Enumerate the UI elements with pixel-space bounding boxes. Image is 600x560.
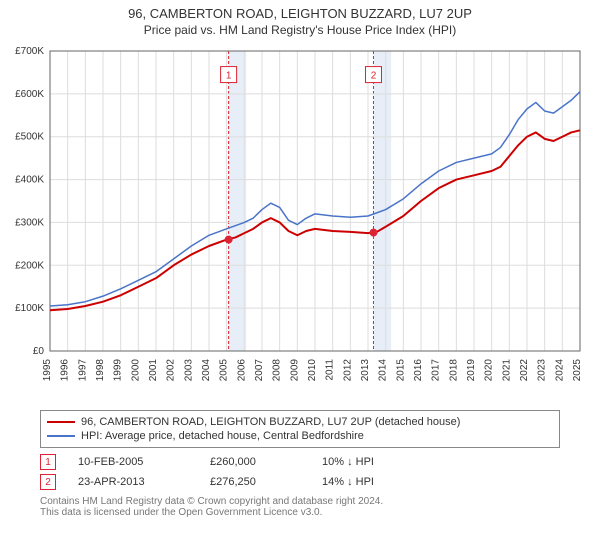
marker-icon: 2 bbox=[40, 474, 56, 490]
svg-text:2011: 2011 bbox=[325, 359, 336, 381]
svg-text:2010: 2010 bbox=[307, 359, 318, 382]
legend-item: 96, CAMBERTON ROAD, LEIGHTON BUZZARD, LU… bbox=[47, 415, 553, 429]
svg-text:2014: 2014 bbox=[378, 359, 389, 382]
page-title: 96, CAMBERTON ROAD, LEIGHTON BUZZARD, LU… bbox=[0, 6, 600, 21]
sale-price: £260,000 bbox=[210, 456, 300, 468]
svg-text:2: 2 bbox=[371, 71, 377, 82]
legend-item: HPI: Average price, detached house, Cent… bbox=[47, 429, 553, 443]
svg-text:2018: 2018 bbox=[448, 359, 459, 382]
page-subtitle: Price paid vs. HM Land Registry's House … bbox=[0, 23, 600, 37]
svg-text:2021: 2021 bbox=[501, 359, 512, 382]
svg-text:£300K: £300K bbox=[15, 217, 44, 228]
price-chart: £0 £100K £200K £300K £400K £500K £600K £700K 199… bbox=[0, 41, 600, 401]
svg-text:£500K: £500K bbox=[15, 132, 44, 143]
table-row: 1 10-FEB-2005 £260,000 10% ↓ HPI bbox=[40, 452, 560, 472]
svg-text:2017: 2017 bbox=[431, 359, 442, 382]
svg-text:£700K: £700K bbox=[15, 46, 44, 57]
chart-container: £0 £100K £200K £300K £400K £500K £600K £700K 199… bbox=[0, 41, 600, 404]
svg-text:£600K: £600K bbox=[15, 89, 44, 100]
svg-text:1998: 1998 bbox=[95, 359, 106, 382]
svg-text:2000: 2000 bbox=[130, 359, 141, 382]
footer-line: This data is licensed under the Open Gov… bbox=[40, 507, 560, 518]
legend: 96, CAMBERTON ROAD, LEIGHTON BUZZARD, LU… bbox=[40, 410, 560, 448]
svg-text:2001: 2001 bbox=[148, 359, 159, 382]
svg-text:£400K: £400K bbox=[15, 175, 44, 186]
svg-text:£0: £0 bbox=[33, 346, 45, 357]
svg-text:2008: 2008 bbox=[272, 359, 283, 382]
svg-text:2023: 2023 bbox=[537, 359, 548, 382]
svg-text:2007: 2007 bbox=[254, 359, 265, 382]
sale-delta: 10% ↓ HPI bbox=[322, 456, 374, 468]
svg-text:2006: 2006 bbox=[236, 359, 247, 382]
legend-swatch bbox=[47, 421, 75, 423]
svg-text:£100K: £100K bbox=[15, 303, 44, 314]
sale-date: 23-APR-2013 bbox=[78, 476, 188, 488]
svg-text:1997: 1997 bbox=[77, 359, 88, 382]
footer-line: Contains HM Land Registry data © Crown c… bbox=[40, 496, 560, 507]
footer: Contains HM Land Registry data © Crown c… bbox=[40, 496, 560, 518]
sale-date: 10-FEB-2005 bbox=[78, 456, 188, 468]
svg-text:2024: 2024 bbox=[554, 359, 565, 382]
marker-icon: 1 bbox=[40, 454, 56, 470]
svg-text:1999: 1999 bbox=[113, 359, 124, 382]
svg-text:2022: 2022 bbox=[519, 359, 530, 382]
svg-text:2009: 2009 bbox=[289, 359, 300, 382]
svg-text:£200K: £200K bbox=[15, 260, 44, 271]
svg-text:2025: 2025 bbox=[572, 359, 583, 382]
svg-text:1: 1 bbox=[226, 71, 232, 82]
svg-text:2012: 2012 bbox=[342, 359, 353, 382]
svg-text:2019: 2019 bbox=[466, 359, 477, 382]
svg-text:2013: 2013 bbox=[360, 359, 371, 382]
sale-price: £276,250 bbox=[210, 476, 300, 488]
table-row: 2 23-APR-2013 £276,250 14% ↓ HPI bbox=[40, 472, 560, 492]
svg-text:1995: 1995 bbox=[42, 359, 53, 382]
svg-text:2005: 2005 bbox=[219, 359, 230, 382]
legend-label: 96, CAMBERTON ROAD, LEIGHTON BUZZARD, LU… bbox=[81, 416, 460, 428]
sales-table: 1 10-FEB-2005 £260,000 10% ↓ HPI 2 23-AP… bbox=[40, 452, 560, 492]
svg-text:2002: 2002 bbox=[166, 359, 177, 382]
svg-text:2015: 2015 bbox=[395, 359, 406, 382]
svg-text:2020: 2020 bbox=[484, 359, 495, 382]
sale-delta: 14% ↓ HPI bbox=[322, 476, 374, 488]
svg-text:1996: 1996 bbox=[60, 359, 71, 382]
legend-label: HPI: Average price, detached house, Cent… bbox=[81, 430, 364, 442]
svg-text:2004: 2004 bbox=[201, 359, 212, 382]
legend-swatch bbox=[47, 435, 75, 437]
svg-text:2003: 2003 bbox=[183, 359, 194, 382]
svg-text:2016: 2016 bbox=[413, 359, 424, 382]
